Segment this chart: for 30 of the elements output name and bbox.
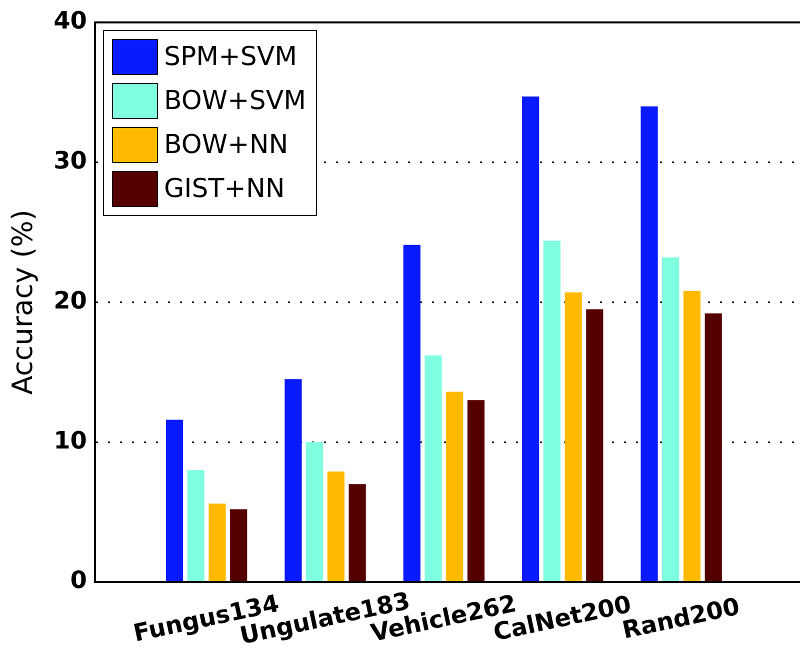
bar — [327, 471, 344, 582]
bar — [187, 470, 204, 582]
bar — [522, 96, 540, 582]
bar — [284, 379, 302, 582]
bar — [348, 484, 366, 582]
bar — [662, 257, 680, 582]
bar — [683, 291, 701, 582]
bar — [403, 244, 420, 582]
bar — [543, 240, 560, 582]
y-tick-label: 30 — [54, 146, 87, 175]
legend-label: BOW+NN — [164, 130, 288, 160]
bar — [166, 420, 184, 582]
bar — [424, 355, 442, 582]
y-axis-title: Accuracy (%) — [6, 210, 40, 395]
y-tick-label: 40 — [54, 6, 87, 35]
bar — [467, 400, 485, 582]
bar — [640, 106, 658, 582]
y-tick-label: 0 — [70, 566, 87, 594]
y-tick-label: 20 — [54, 286, 87, 314]
bar — [306, 442, 324, 582]
bar — [230, 509, 248, 582]
bar — [564, 292, 582, 582]
bar — [586, 309, 604, 582]
y-tick-label: 10 — [54, 426, 87, 454]
bar — [704, 313, 722, 582]
legend-label: GIST+NN — [164, 174, 285, 204]
legend-label: BOW+SVM — [164, 86, 306, 116]
bar — [446, 392, 464, 582]
bar — [208, 504, 226, 582]
legend-label: SPM+SVM — [164, 42, 298, 72]
